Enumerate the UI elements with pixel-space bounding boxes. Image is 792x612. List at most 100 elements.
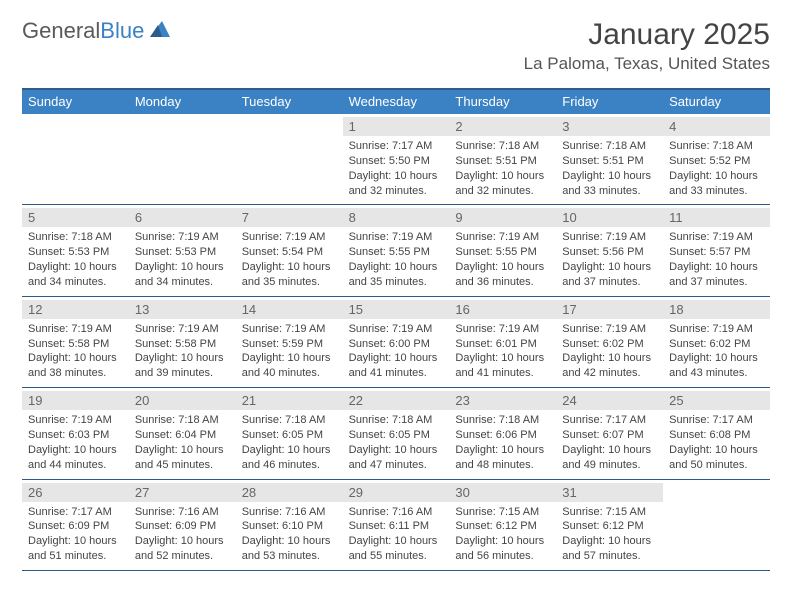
- day-info: Sunrise: 7:19 AMSunset: 5:54 PMDaylight:…: [242, 230, 337, 289]
- calendar-cell: 6 Sunrise: 7:19 AMSunset: 5:53 PMDaylight…: [129, 205, 236, 295]
- day-info: Sunrise: 7:19 AMSunset: 5:53 PMDaylight:…: [135, 230, 230, 289]
- day-info: Sunrise: 7:18 AMSunset: 5:51 PMDaylight:…: [562, 139, 657, 198]
- day-number: 29: [343, 483, 450, 502]
- weekday-label: Thursday: [449, 90, 556, 114]
- day-number: 11: [663, 208, 770, 227]
- day-number: 26: [22, 483, 129, 502]
- day-info: Sunrise: 7:18 AMSunset: 6:06 PMDaylight:…: [455, 413, 550, 472]
- day-info: Sunrise: 7:17 AMSunset: 5:50 PMDaylight:…: [349, 139, 444, 198]
- day-number: 12: [22, 300, 129, 319]
- day-info: Sunrise: 7:17 AMSunset: 6:09 PMDaylight:…: [28, 505, 123, 564]
- day-number: 9: [449, 208, 556, 227]
- calendar-cell: 26 Sunrise: 7:17 AMSunset: 6:09 PMDayligh…: [22, 480, 129, 570]
- calendar-cell: 21Sunrise: 7:18 AMSunset: 6:05 PMDayligh…: [236, 388, 343, 478]
- calendar-cell: [129, 114, 236, 204]
- calendar-cell: 30 Sunrise: 7:15 AMSunset: 6:12 PMDayligh…: [449, 480, 556, 570]
- day-number: 3: [556, 117, 663, 136]
- day-number: 5: [22, 208, 129, 227]
- calendar-cell: 13Sunrise: 7:19 AMSunset: 5:58 PMDayligh…: [129, 297, 236, 387]
- day-number: 15: [343, 300, 450, 319]
- day-info: Sunrise: 7:19 AMSunset: 5:57 PMDaylight:…: [669, 230, 764, 289]
- day-number: 19: [22, 391, 129, 410]
- day-info: Sunrise: 7:19 AMSunset: 5:55 PMDaylight:…: [349, 230, 444, 289]
- day-info: Sunrise: 7:18 AMSunset: 5:52 PMDaylight:…: [669, 139, 764, 198]
- day-number: 23: [449, 391, 556, 410]
- day-number: 30: [449, 483, 556, 502]
- calendar-cell: 8Sunrise: 7:19 AMSunset: 5:55 PMDaylight…: [343, 205, 450, 295]
- calendar-week: 12 Sunrise: 7:19 AMSunset: 5:58 PMDayligh…: [22, 297, 770, 388]
- calendar-week: 5Sunrise: 7:18 AMSunset: 5:53 PMDaylight…: [22, 205, 770, 296]
- calendar-cell: 18Sunrise: 7:19 AMSunset: 6:02 PMDayligh…: [663, 297, 770, 387]
- calendar-cell: 25 Sunrise: 7:17 AMSunset: 6:08 PMDayligh…: [663, 388, 770, 478]
- day-number: 22: [343, 391, 450, 410]
- day-info: Sunrise: 7:16 AMSunset: 6:11 PMDaylight:…: [349, 505, 444, 564]
- location-label: La Paloma, Texas, United States: [524, 54, 770, 74]
- logo-word-general: General: [22, 18, 100, 43]
- day-info: Sunrise: 7:17 AMSunset: 6:08 PMDaylight:…: [669, 413, 764, 472]
- calendar-cell: 5Sunrise: 7:18 AMSunset: 5:53 PMDaylight…: [22, 205, 129, 295]
- calendar-cell: 16 Sunrise: 7:19 AMSunset: 6:01 PMDayligh…: [449, 297, 556, 387]
- calendar-cell: 17 Sunrise: 7:19 AMSunset: 6:02 PMDayligh…: [556, 297, 663, 387]
- day-info: Sunrise: 7:19 AMSunset: 5:55 PMDaylight:…: [455, 230, 550, 289]
- calendar-cell: [22, 114, 129, 204]
- day-number: 17: [556, 300, 663, 319]
- logo-word-blue: Blue: [100, 18, 144, 43]
- day-info: Sunrise: 7:15 AMSunset: 6:12 PMDaylight:…: [455, 505, 550, 564]
- calendar-cell: 19Sunrise: 7:19 AMSunset: 6:03 PMDayligh…: [22, 388, 129, 478]
- day-info: Sunrise: 7:18 AMSunset: 6:04 PMDaylight:…: [135, 413, 230, 472]
- calendar-cell: 12 Sunrise: 7:19 AMSunset: 5:58 PMDayligh…: [22, 297, 129, 387]
- calendar-cell: 23 Sunrise: 7:18 AMSunset: 6:06 PMDayligh…: [449, 388, 556, 478]
- weekday-label: Wednesday: [343, 90, 450, 114]
- weekday-label: Monday: [129, 90, 236, 114]
- calendar-cell: 20 Sunrise: 7:18 AMSunset: 6:04 PMDayligh…: [129, 388, 236, 478]
- day-info: Sunrise: 7:18 AMSunset: 6:05 PMDaylight:…: [349, 413, 444, 472]
- header: GeneralBlue January 2025 La Paloma, Texa…: [0, 0, 792, 82]
- day-number: 18: [663, 300, 770, 319]
- calendar-cell: [663, 480, 770, 570]
- day-number: 31: [556, 483, 663, 502]
- calendar-week: 1Sunrise: 7:17 AMSunset: 5:50 PMDaylight…: [22, 114, 770, 205]
- day-info: Sunrise: 7:19 AMSunset: 5:56 PMDaylight:…: [562, 230, 657, 289]
- calendar: SundayMondayTuesdayWednesdayThursdayFrid…: [22, 88, 770, 571]
- logo-text: GeneralBlue: [22, 18, 144, 44]
- day-info: Sunrise: 7:19 AMSunset: 6:00 PMDaylight:…: [349, 322, 444, 381]
- sail-icon: [148, 19, 172, 44]
- calendar-cell: 7 Sunrise: 7:19 AMSunset: 5:54 PMDaylight…: [236, 205, 343, 295]
- day-number: 20: [129, 391, 236, 410]
- day-number: 28: [236, 483, 343, 502]
- calendar-cell: 14Sunrise: 7:19 AMSunset: 5:59 PMDayligh…: [236, 297, 343, 387]
- calendar-cell: 2Sunrise: 7:18 AMSunset: 5:51 PMDaylight…: [449, 114, 556, 204]
- weekday-label: Tuesday: [236, 90, 343, 114]
- calendar-week: 19Sunrise: 7:19 AMSunset: 6:03 PMDayligh…: [22, 388, 770, 479]
- day-number: 7: [236, 208, 343, 227]
- day-info: Sunrise: 7:19 AMSunset: 6:02 PMDaylight:…: [562, 322, 657, 381]
- day-number: 16: [449, 300, 556, 319]
- calendar-week: 26 Sunrise: 7:17 AMSunset: 6:09 PMDayligh…: [22, 480, 770, 571]
- day-number: 25: [663, 391, 770, 410]
- calendar-cell: 22 Sunrise: 7:18 AMSunset: 6:05 PMDayligh…: [343, 388, 450, 478]
- weekday-label: Friday: [556, 90, 663, 114]
- month-title: January 2025: [524, 18, 770, 52]
- calendar-cell: 11 Sunrise: 7:19 AMSunset: 5:57 PMDayligh…: [663, 205, 770, 295]
- day-info: Sunrise: 7:17 AMSunset: 6:07 PMDaylight:…: [562, 413, 657, 472]
- calendar-cell: 24Sunrise: 7:17 AMSunset: 6:07 PMDayligh…: [556, 388, 663, 478]
- day-info: Sunrise: 7:19 AMSunset: 5:58 PMDaylight:…: [28, 322, 123, 381]
- weekday-label: Sunday: [22, 90, 129, 114]
- weekday-label: Saturday: [663, 90, 770, 114]
- day-info: Sunrise: 7:19 AMSunset: 5:59 PMDaylight:…: [242, 322, 337, 381]
- day-number: 4: [663, 117, 770, 136]
- calendar-cell: 3 Sunrise: 7:18 AMSunset: 5:51 PMDaylight…: [556, 114, 663, 204]
- day-number: 27: [129, 483, 236, 502]
- calendar-cell: 31 Sunrise: 7:15 AMSunset: 6:12 PMDayligh…: [556, 480, 663, 570]
- calendar-cell: 27Sunrise: 7:16 AMSunset: 6:09 PMDayligh…: [129, 480, 236, 570]
- calendar-cell: 9 Sunrise: 7:19 AMSunset: 5:55 PMDaylight…: [449, 205, 556, 295]
- day-number: 6: [129, 208, 236, 227]
- day-info: Sunrise: 7:15 AMSunset: 6:12 PMDaylight:…: [562, 505, 657, 564]
- day-info: Sunrise: 7:18 AMSunset: 5:51 PMDaylight:…: [455, 139, 550, 198]
- day-info: Sunrise: 7:19 AMSunset: 5:58 PMDaylight:…: [135, 322, 230, 381]
- weekday-header: SundayMondayTuesdayWednesdayThursdayFrid…: [22, 90, 770, 114]
- calendar-cell: 29 Sunrise: 7:16 AMSunset: 6:11 PMDayligh…: [343, 480, 450, 570]
- calendar-cell: [236, 114, 343, 204]
- day-info: Sunrise: 7:19 AMSunset: 6:01 PMDaylight:…: [455, 322, 550, 381]
- calendar-cell: 1Sunrise: 7:17 AMSunset: 5:50 PMDaylight…: [343, 114, 450, 204]
